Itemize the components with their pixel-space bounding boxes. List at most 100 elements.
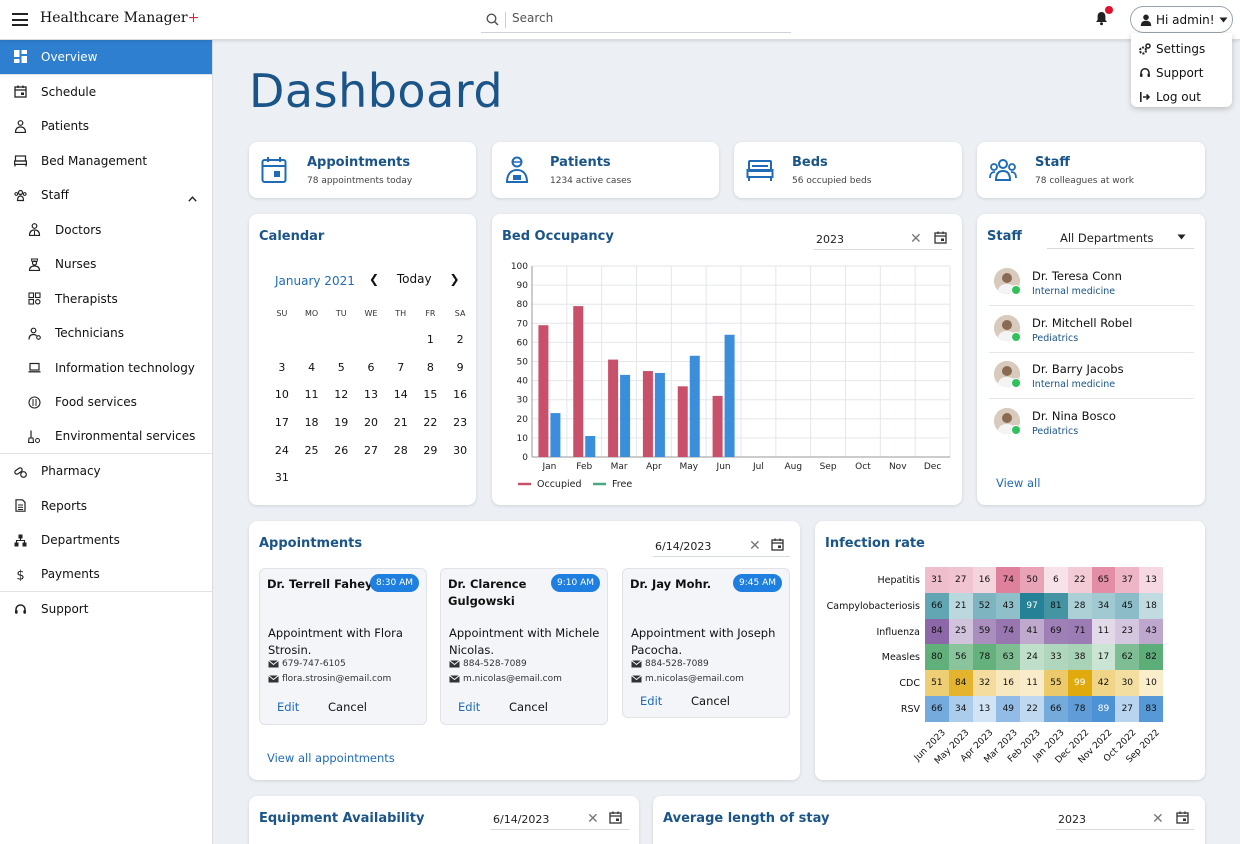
heatmap-cell[interactable]: 27 xyxy=(948,567,973,593)
view-all-staff-link[interactable]: View all xyxy=(996,476,1041,490)
calendar-icon[interactable] xyxy=(934,231,947,244)
calendar-icon[interactable] xyxy=(609,811,622,824)
date-picker[interactable]: 6/14/2023 ✕ xyxy=(491,808,629,830)
sidebar-item-therapists[interactable]: Therapists xyxy=(0,282,212,317)
heatmap-cell[interactable]: 24 xyxy=(1020,644,1044,671)
heatmap-cell[interactable]: 74 xyxy=(996,618,1021,645)
year-picker[interactable]: 2023 ✕ xyxy=(1056,808,1194,830)
calendar-day[interactable]: 14 xyxy=(393,388,408,402)
clear-icon[interactable]: ✕ xyxy=(1152,811,1164,827)
heatmap-cell[interactable]: 50 xyxy=(1020,567,1044,593)
heatmap-cell[interactable]: 66 xyxy=(925,592,949,619)
heatmap-cell[interactable]: 18 xyxy=(1139,592,1163,619)
staff-member[interactable]: Dr. Barry Jacobs Internal medicine xyxy=(989,353,1194,400)
bar-free-feb[interactable] xyxy=(585,435,596,457)
user-menu-button[interactable]: Hi admin! xyxy=(1130,6,1233,33)
heatmap-cell[interactable]: 43 xyxy=(1139,618,1163,645)
heatmap-cell[interactable]: 34 xyxy=(1091,592,1116,619)
chevron-up-icon[interactable] xyxy=(188,191,197,205)
clear-icon[interactable]: ✕ xyxy=(587,811,599,827)
staff-member[interactable]: Dr. Mitchell Robel Pediatrics xyxy=(989,307,1194,353)
heatmap-cell[interactable]: 22 xyxy=(1020,696,1044,722)
edit-button[interactable]: Edit xyxy=(640,694,663,708)
calendar-day[interactable]: 8 xyxy=(426,360,434,374)
sidebar-item-departments[interactable]: Departments xyxy=(0,523,212,558)
bar-free-may[interactable] xyxy=(689,355,700,457)
heatmap-cell[interactable]: 28 xyxy=(1067,592,1092,619)
bar-free-mar[interactable] xyxy=(620,374,631,457)
bar-occupied-jun[interactable] xyxy=(712,395,723,457)
sidebar-item-nurses[interactable]: Nurses xyxy=(0,247,212,282)
notifications-button[interactable] xyxy=(1095,6,1113,30)
stat-card-staff[interactable]: Staff 78 colleagues at work xyxy=(977,142,1205,198)
sidebar-item-patients[interactable]: Patients xyxy=(0,109,212,144)
calendar-day[interactable]: 31 xyxy=(274,471,289,485)
heatmap-cell[interactable]: 83 xyxy=(1139,696,1163,722)
calendar-day[interactable]: 26 xyxy=(334,443,349,457)
sidebar-item-reports[interactable]: Reports xyxy=(0,489,212,524)
calendar-day[interactable]: 27 xyxy=(363,443,378,457)
calendar-day[interactable]: 21 xyxy=(393,416,408,430)
heatmap-cell[interactable]: 37 xyxy=(1115,567,1140,593)
heatmap-cell[interactable]: 78 xyxy=(1067,696,1092,722)
search-input[interactable] xyxy=(512,11,772,25)
heatmap-cell[interactable]: 45 xyxy=(1115,592,1140,619)
sidebar-item-doctors[interactable]: Doctors xyxy=(0,213,212,248)
date-picker[interactable]: 6/14/2023 ✕ xyxy=(653,535,790,557)
heatmap-cell[interactable]: 6 xyxy=(1044,567,1068,593)
heatmap-cell[interactable]: 38 xyxy=(1067,644,1092,671)
menu-item-logout[interactable]: Log out xyxy=(1131,85,1232,109)
edit-button[interactable]: Edit xyxy=(458,700,481,714)
heatmap-cell[interactable]: 71 xyxy=(1067,618,1092,645)
staff-member[interactable]: Dr. Teresa Conn Internal medicine xyxy=(989,260,1194,306)
calendar-day[interactable]: 9 xyxy=(456,360,464,374)
menu-icon[interactable] xyxy=(12,13,28,26)
heatmap-cell[interactable]: 17 xyxy=(1091,644,1116,671)
heatmap-cell[interactable]: 23 xyxy=(1115,618,1140,645)
calendar-day[interactable]: 12 xyxy=(334,388,349,402)
sidebar-item-support[interactable]: Support xyxy=(0,592,212,627)
heatmap-cell[interactable]: 41 xyxy=(1020,618,1044,645)
calendar-day[interactable]: 30 xyxy=(453,443,468,457)
heatmap-cell[interactable]: 22 xyxy=(1067,567,1092,593)
bar-free-jun[interactable] xyxy=(724,334,735,457)
heatmap-cell[interactable]: 81 xyxy=(1044,592,1068,619)
heatmap-cell[interactable]: 65 xyxy=(1091,567,1116,593)
sidebar-item-environmental-services[interactable]: Environmental services xyxy=(0,420,212,454)
bar-occupied-mar[interactable] xyxy=(608,359,619,457)
heatmap-cell[interactable]: 84 xyxy=(925,618,949,645)
heatmap-cell[interactable]: 56 xyxy=(948,644,973,671)
sidebar-item-payments[interactable]: $ Payments xyxy=(0,558,212,592)
edit-button[interactable]: Edit xyxy=(277,700,300,714)
calendar-day[interactable]: 13 xyxy=(363,388,378,402)
calendar-icon[interactable] xyxy=(1176,811,1189,824)
calendar-day[interactable]: 2 xyxy=(456,333,464,347)
heatmap-cell[interactable]: 43 xyxy=(996,592,1021,619)
heatmap-cell[interactable]: 25 xyxy=(948,618,973,645)
sidebar-item-food-services[interactable]: Food services xyxy=(0,385,212,420)
heatmap-cell[interactable]: 33 xyxy=(1044,644,1068,671)
heatmap-cell[interactable]: 66 xyxy=(1044,696,1068,722)
chevron-right-icon[interactable]: ❯ xyxy=(449,272,460,286)
heatmap-cell[interactable]: 13 xyxy=(972,696,997,722)
calendar-day[interactable]: 24 xyxy=(274,443,289,457)
calendar-day[interactable]: 3 xyxy=(278,360,286,374)
heatmap-cell[interactable]: 27 xyxy=(1115,696,1140,722)
heatmap-cell[interactable]: 80 xyxy=(925,644,949,671)
calendar-day[interactable]: 5 xyxy=(337,360,345,374)
menu-item-settings[interactable]: Settings xyxy=(1131,37,1232,61)
cancel-button[interactable]: Cancel xyxy=(691,694,730,708)
calendar-day[interactable]: 16 xyxy=(453,388,468,402)
clear-icon[interactable]: ✕ xyxy=(910,231,922,247)
menu-item-support[interactable]: Support xyxy=(1131,61,1232,85)
heatmap-cell[interactable]: 21 xyxy=(948,592,973,619)
stat-card-appointments[interactable]: Appointments 78 appointments today xyxy=(249,142,476,198)
view-all-appointments-link[interactable]: View all appointments xyxy=(267,751,395,765)
calendar-day[interactable]: 20 xyxy=(363,416,378,430)
heatmap-cell[interactable]: 16 xyxy=(996,670,1021,696)
heatmap-cell[interactable]: 82 xyxy=(1139,644,1163,671)
heatmap-cell[interactable]: 52 xyxy=(972,592,997,619)
heatmap-cell[interactable]: 34 xyxy=(948,696,973,722)
sidebar-item-staff[interactable]: Staff xyxy=(0,178,212,213)
heatmap-cell[interactable]: 11 xyxy=(1020,670,1044,696)
